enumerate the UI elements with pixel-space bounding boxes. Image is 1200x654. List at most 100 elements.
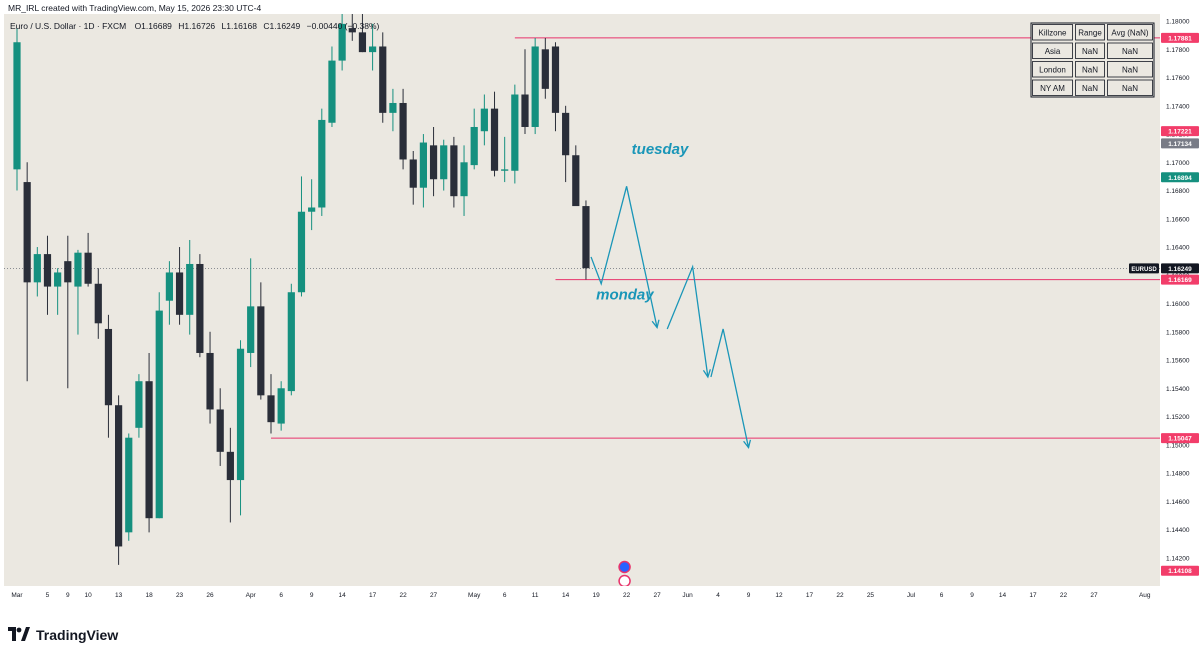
time-tick-label: 6	[940, 592, 944, 599]
candle-bull	[236, 348, 245, 481]
projection-line	[590, 186, 658, 328]
time-tick-label: 18	[145, 592, 153, 599]
time-axis-bg	[4, 586, 1160, 602]
candle-bull	[74, 252, 82, 287]
projection: tuesday monday	[590, 141, 752, 450]
price-label: 1.14108	[1168, 568, 1192, 575]
candle-bull	[13, 42, 21, 170]
time-tick-label: 22	[623, 592, 631, 599]
flag-icon	[618, 560, 631, 574]
candle-bear	[409, 159, 417, 188]
brand-name: TradingView	[36, 627, 119, 643]
price-label-bg	[1161, 274, 1199, 285]
chart-credit: MR_IRL created with TradingView.com, May…	[8, 3, 262, 13]
table-cell-box	[1032, 79, 1073, 96]
candle-bear	[216, 409, 224, 452]
time-tick-label: 9	[310, 592, 314, 599]
legend-symbol: Euro / U.S. Dollar · 1D · FXCM	[10, 21, 126, 31]
candle-bull	[54, 272, 62, 287]
price-tick-label: 1.16000	[1166, 301, 1190, 308]
time-tick-label: 10	[85, 592, 93, 599]
candle-bear	[551, 46, 560, 113]
table-header: Avg (NaN)	[1111, 28, 1149, 37]
price-tick-label: 1.15600	[1166, 358, 1190, 365]
candle-bull	[460, 162, 468, 197]
price-label-bg	[1161, 565, 1199, 576]
projection-arrowhead	[702, 369, 711, 379]
price-label: 1.17134	[1168, 141, 1192, 148]
candle-bull	[125, 437, 133, 533]
candle-bear	[429, 145, 438, 180]
candle-bear	[206, 352, 214, 410]
table-cell-box	[1107, 42, 1153, 59]
candle-bull	[440, 145, 448, 180]
price-tick-label: 1.16600	[1166, 216, 1190, 223]
candles	[13, 0, 590, 565]
candle-bull	[155, 310, 163, 519]
table-cell-box	[1107, 61, 1153, 78]
price-tick-label: 1.17600	[1166, 75, 1190, 82]
time-tick-label: 6	[279, 592, 283, 599]
time-tick-label: 23	[176, 592, 184, 599]
price-tick-label: 1.17800	[1166, 47, 1190, 54]
candle-bear	[115, 405, 123, 547]
chart-legend: Euro / U.S. Dollar · 1D · FXCM O1.16689 …	[10, 21, 380, 31]
price-label-bg	[1161, 126, 1199, 137]
table-header: Range	[1078, 28, 1102, 37]
time-axis[interactable]: Mar 5 9 10 13 18 23 26 Apr 6 9 14 17 22 27 May 6 11 14 19 22…	[4, 586, 1160, 602]
table-cell: London	[1039, 65, 1066, 74]
table-cell: Asia	[1045, 47, 1061, 56]
table-cell: NaN	[1082, 84, 1098, 93]
legend-open: O1.16689	[135, 21, 173, 31]
candle-bull	[165, 272, 173, 301]
price-label-bg	[1161, 32, 1199, 43]
projection-arrowhead	[743, 439, 752, 450]
table-cell-box	[1075, 79, 1105, 96]
projection-label-monday: monday	[596, 286, 654, 303]
time-tick-label: 25	[867, 592, 875, 599]
candle-bear	[379, 46, 387, 113]
candle-bull	[135, 381, 143, 428]
price-tick-label: 1.15800	[1166, 329, 1190, 336]
candle-bear	[541, 49, 549, 89]
table-cell: NaN	[1122, 84, 1138, 93]
candle-bear	[104, 328, 113, 406]
table-cell-box	[1107, 79, 1153, 96]
candle-bull	[501, 169, 509, 171]
candle-bear	[399, 102, 407, 160]
candle-bear	[490, 108, 499, 171]
candle-bear	[23, 182, 31, 283]
table-cell-box	[1032, 61, 1073, 78]
candle-bear	[450, 145, 458, 197]
time-tick-label: 14	[339, 592, 347, 599]
tradingview-logo-icon	[8, 626, 30, 644]
price-tick-label: 1.16400	[1166, 245, 1190, 252]
price-tick-label: 1.15000	[1166, 442, 1190, 449]
time-tick-label: 22	[399, 592, 407, 599]
projection-label-tuesday: tuesday	[632, 141, 689, 158]
candle-bull	[531, 46, 539, 127]
candle-bull	[318, 119, 326, 208]
price-label-bg	[1161, 172, 1199, 183]
candle-bull	[328, 60, 336, 123]
time-tick-label: 13	[115, 592, 123, 599]
candle-bull	[338, 23, 346, 61]
ticker-label-bg	[1129, 263, 1159, 274]
candle-bull	[33, 254, 41, 283]
time-tick-label: 17	[1029, 592, 1037, 599]
candle-bull	[480, 108, 488, 132]
time-tick-label: Jul	[907, 592, 916, 599]
projection-line	[666, 264, 709, 378]
price-axis[interactable]: 1.180001.178001.176001.174001.172001.170…	[1129, 14, 1200, 602]
chart-area[interactable]: tuesday monday Killzone Range Avg (NaN) Asia…	[4, 0, 1200, 602]
price-tick-label: 1.14200	[1166, 555, 1190, 562]
candlestick-chart[interactable]: tuesday monday Killzone Range Avg (NaN) Asia…	[4, 0, 1200, 602]
price-label: 1.17221	[1168, 129, 1192, 136]
candle-bull	[287, 292, 295, 392]
table-cell-box	[1075, 61, 1105, 78]
price-label: 1.17881	[1168, 35, 1192, 42]
brand-footer: TradingView	[8, 624, 118, 646]
candle-bull	[369, 46, 377, 53]
killzone-table-frame	[1030, 22, 1155, 98]
price-tick-label: 1.16800	[1166, 188, 1190, 195]
